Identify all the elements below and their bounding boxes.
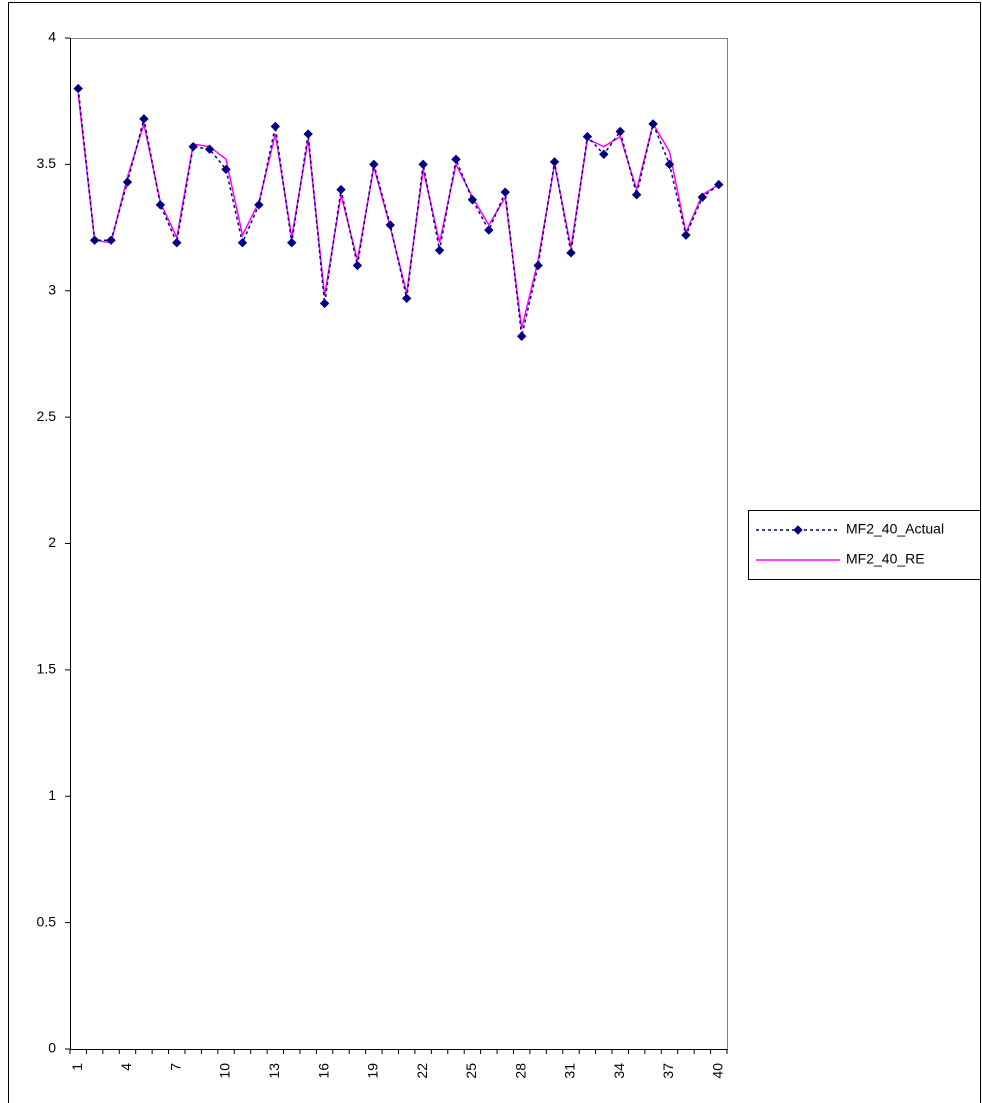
legend-label: MF2_40_RE [846,551,925,567]
marker [484,225,494,235]
marker [697,192,708,202]
x-tick-label: 25 [463,1063,479,1079]
marker [615,126,625,137]
x-tick-label: 34 [611,1063,627,1079]
marker [172,238,182,248]
marker [533,260,543,271]
marker [434,245,445,256]
marker [237,238,248,248]
marker [188,141,198,152]
y-tick-label: 3.5 [37,155,57,171]
x-tick-label: 28 [512,1063,528,1079]
x-tick-label: 31 [562,1063,578,1079]
plot-area [70,38,728,1050]
marker [352,260,363,271]
marker [385,220,395,230]
legend-label: MF2_40_Actual [846,521,944,537]
marker [516,331,527,341]
y-tick-label: 4 [48,29,56,45]
marker [681,230,691,240]
x-tick-label: 1 [69,1063,85,1071]
x-tick-label: 7 [167,1063,183,1071]
marker [549,157,560,167]
marker [664,159,675,170]
marker [336,184,346,195]
x-tick-label: 16 [315,1063,331,1079]
x-tick-label: 10 [217,1063,233,1079]
y-tick-label: 1 [48,787,56,803]
marker [204,144,215,154]
marker [566,248,576,258]
y-tick-label: 1.5 [37,661,57,677]
marker [319,298,330,309]
marker [139,114,149,124]
x-tick-label: 13 [266,1063,282,1079]
legend-box [748,510,981,580]
y-tick-label: 0.5 [37,913,57,929]
marker [270,121,281,132]
marker [287,238,297,248]
marker [402,293,412,304]
x-tick-label: 19 [365,1063,381,1079]
marker [631,189,642,200]
marker [418,159,428,170]
y-tick-label: 0 [48,1040,56,1056]
series-line [77,88,720,337]
marker [714,179,724,190]
x-tick-label: 40 [709,1063,725,1079]
marker [254,200,264,210]
marker [221,164,231,175]
marker [451,154,461,165]
x-tick-label: 37 [660,1063,676,1079]
y-tick-label: 2.5 [37,408,57,424]
x-tick-label: 22 [414,1063,430,1079]
y-tick-label: 2 [48,534,56,550]
x-tick-label: 4 [118,1063,134,1071]
marker [467,195,478,205]
marker [582,131,593,142]
marker [303,129,313,139]
marker [500,187,510,197]
marker [648,119,658,129]
legend-marker [793,525,803,535]
marker [599,149,609,159]
marker [122,177,133,187]
series-line [77,93,720,329]
marker [106,235,116,245]
y-tick-label: 3 [48,281,56,297]
marker [155,200,166,210]
marker [89,235,100,245]
marker [73,83,83,94]
marker [369,159,379,170]
